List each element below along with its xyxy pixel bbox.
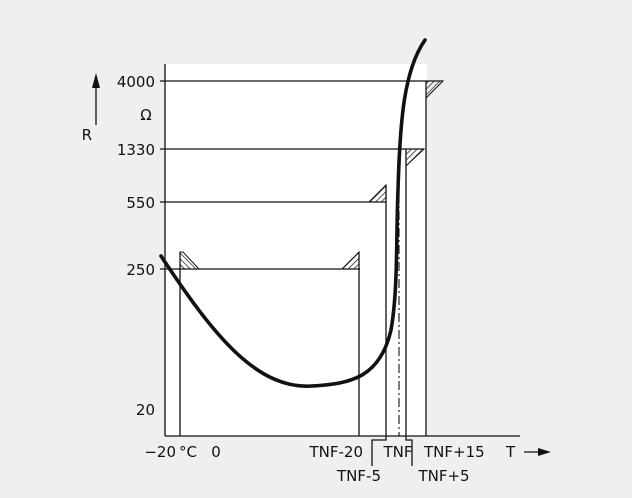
y-axis-arrow-head xyxy=(92,73,100,88)
x-tick-tnf-plus5: TNF+5 xyxy=(417,467,469,485)
hatch-marker-tnf-minus20 xyxy=(340,250,360,270)
hatch-marker-tnf-plus5 xyxy=(405,148,426,168)
plot-area xyxy=(165,64,427,436)
x-tick-minus20: −20 xyxy=(144,443,176,461)
y-tick-4000: 4000 xyxy=(117,73,155,91)
bracket-tnf-plus5 xyxy=(405,436,413,466)
x-tick-tnf-plus15: TNF+15 xyxy=(423,443,485,461)
bracket-tnf-minus5 xyxy=(371,436,387,466)
x-tick-tnf-minus20: TNF-20 xyxy=(308,443,363,461)
y-tick-250: 250 xyxy=(126,261,155,279)
x-tick-tnf-minus5: TNF-5 xyxy=(336,467,381,485)
y-unit-label: Ω xyxy=(140,106,151,124)
y-axis-symbol: R xyxy=(82,126,92,144)
x-tick-zero: 0 xyxy=(211,443,221,461)
y-tick-20: 20 xyxy=(136,401,155,419)
y-tick-1330: 1330 xyxy=(117,141,155,159)
x-tick-tnf: TNF xyxy=(382,443,412,461)
x-unit-label: °C xyxy=(179,443,197,461)
x-axis-symbol: T xyxy=(505,443,516,461)
x-axis-arrow-head xyxy=(538,448,551,456)
y-tick-550: 550 xyxy=(126,194,155,212)
hatch-marker-minus20 xyxy=(179,251,201,270)
resistance-curve xyxy=(159,38,427,388)
hatch-marker-tnf-plus15 xyxy=(425,80,445,100)
hatch-marker-tnf-minus5 xyxy=(367,183,387,203)
